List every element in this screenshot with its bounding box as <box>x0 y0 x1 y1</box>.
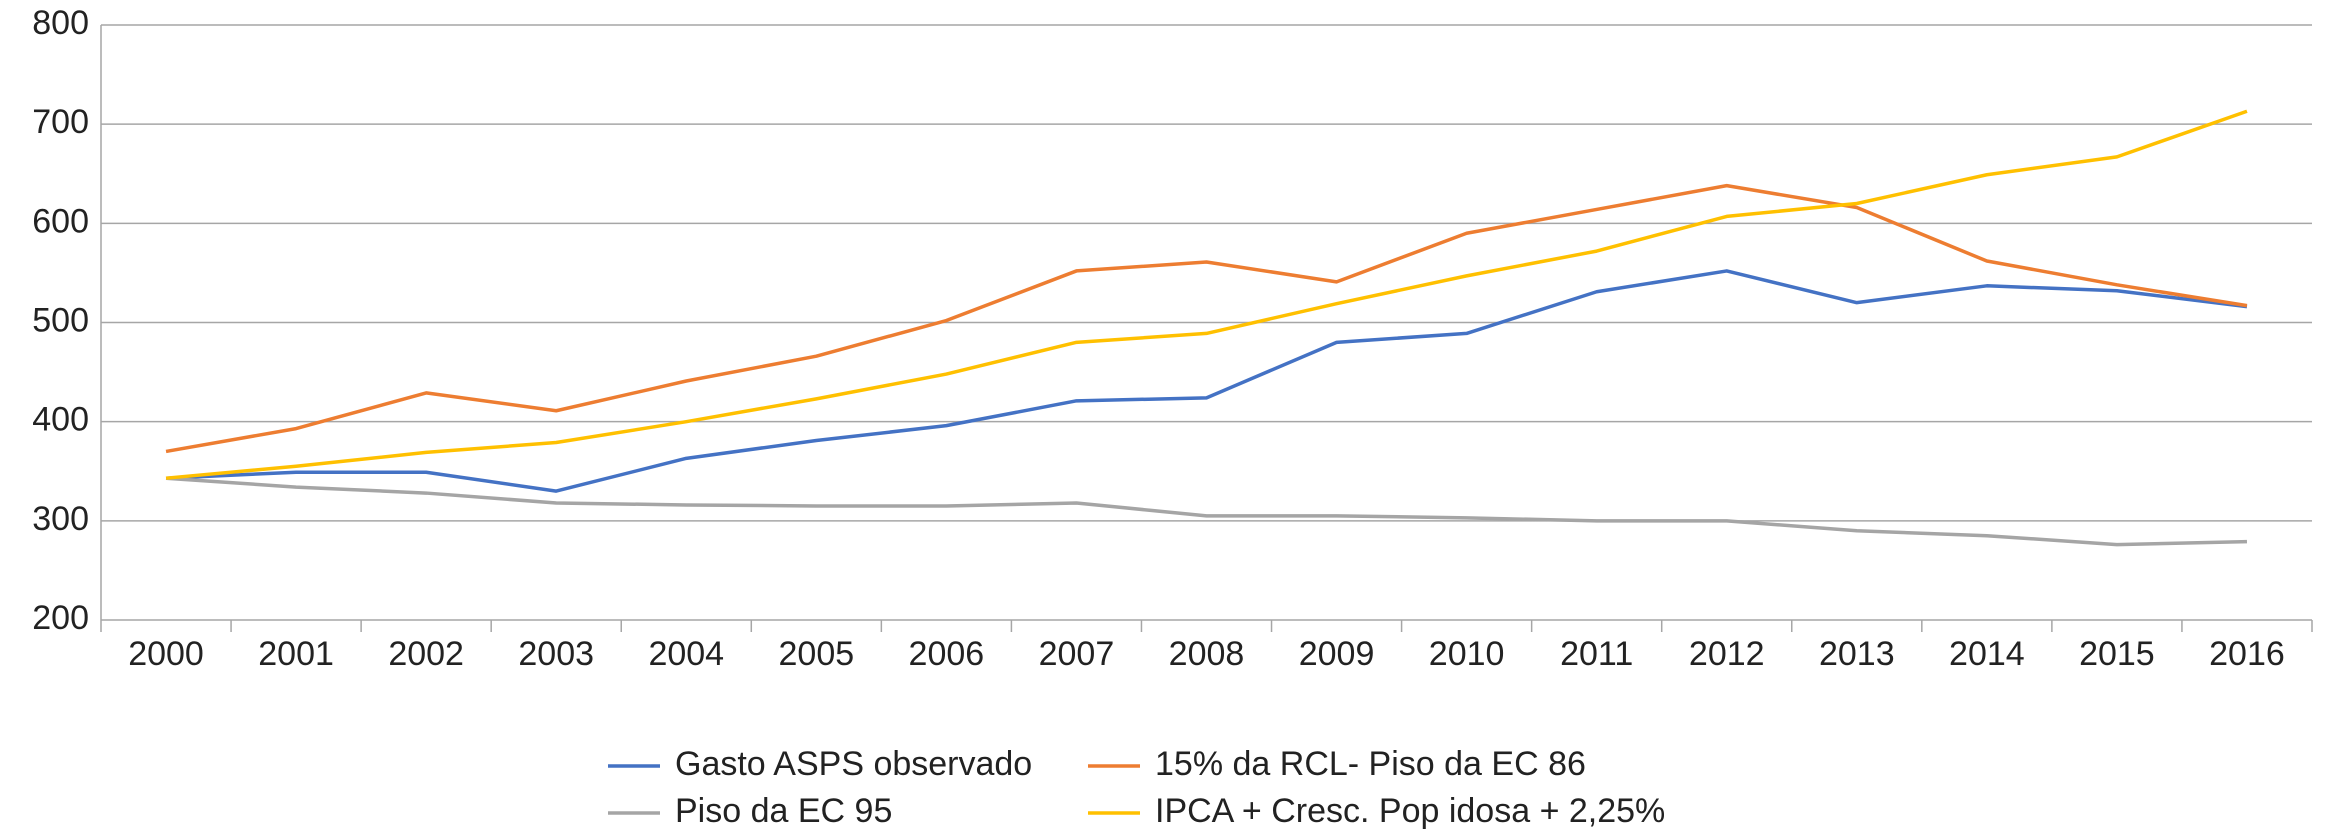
x-tick-label: 2003 <box>518 635 594 673</box>
y-tick-label: 300 <box>32 500 89 538</box>
x-tick-label: 2001 <box>258 635 334 673</box>
series-line <box>165 183 2248 454</box>
x-tick-label: 2002 <box>388 635 464 673</box>
x-tick-label: 2008 <box>1169 635 1245 673</box>
series-line <box>165 269 2248 493</box>
series-line <box>165 109 2248 480</box>
x-tick-label: 2004 <box>648 635 724 673</box>
x-tick-label: 2015 <box>2079 635 2155 673</box>
x-tick-label: 2010 <box>1429 635 1505 673</box>
legend-label: IPCA + Cresc. Pop idosa + 2,25% <box>1155 792 1665 830</box>
x-tick-label: 2013 <box>1819 635 1895 673</box>
legend-label: Piso da EC 95 <box>675 792 892 830</box>
x-tick-label: 2011 <box>1560 635 1633 673</box>
x-tick-label: 2016 <box>2209 635 2285 673</box>
y-tick-label: 800 <box>32 4 89 42</box>
y-tick-label: 700 <box>32 103 89 141</box>
legend-label: 15% da RCL- Piso da EC 86 <box>1155 745 1586 783</box>
series-line <box>165 476 2248 547</box>
x-tick-label: 2005 <box>779 635 855 673</box>
x-tick-label: 2006 <box>909 635 985 673</box>
y-tick-label: 400 <box>32 401 89 439</box>
y-tick-label: 200 <box>32 599 89 637</box>
x-tick-label: 2012 <box>1689 635 1765 673</box>
x-tick-label: 2009 <box>1299 635 1375 673</box>
x-tick-label: 2000 <box>128 635 204 673</box>
legend-label: Gasto ASPS observado <box>675 745 1032 783</box>
x-tick-label: 2007 <box>1039 635 1115 673</box>
y-tick-label: 600 <box>32 202 89 240</box>
x-tick-label: 2014 <box>1949 635 2025 673</box>
y-tick-label: 500 <box>32 301 89 339</box>
